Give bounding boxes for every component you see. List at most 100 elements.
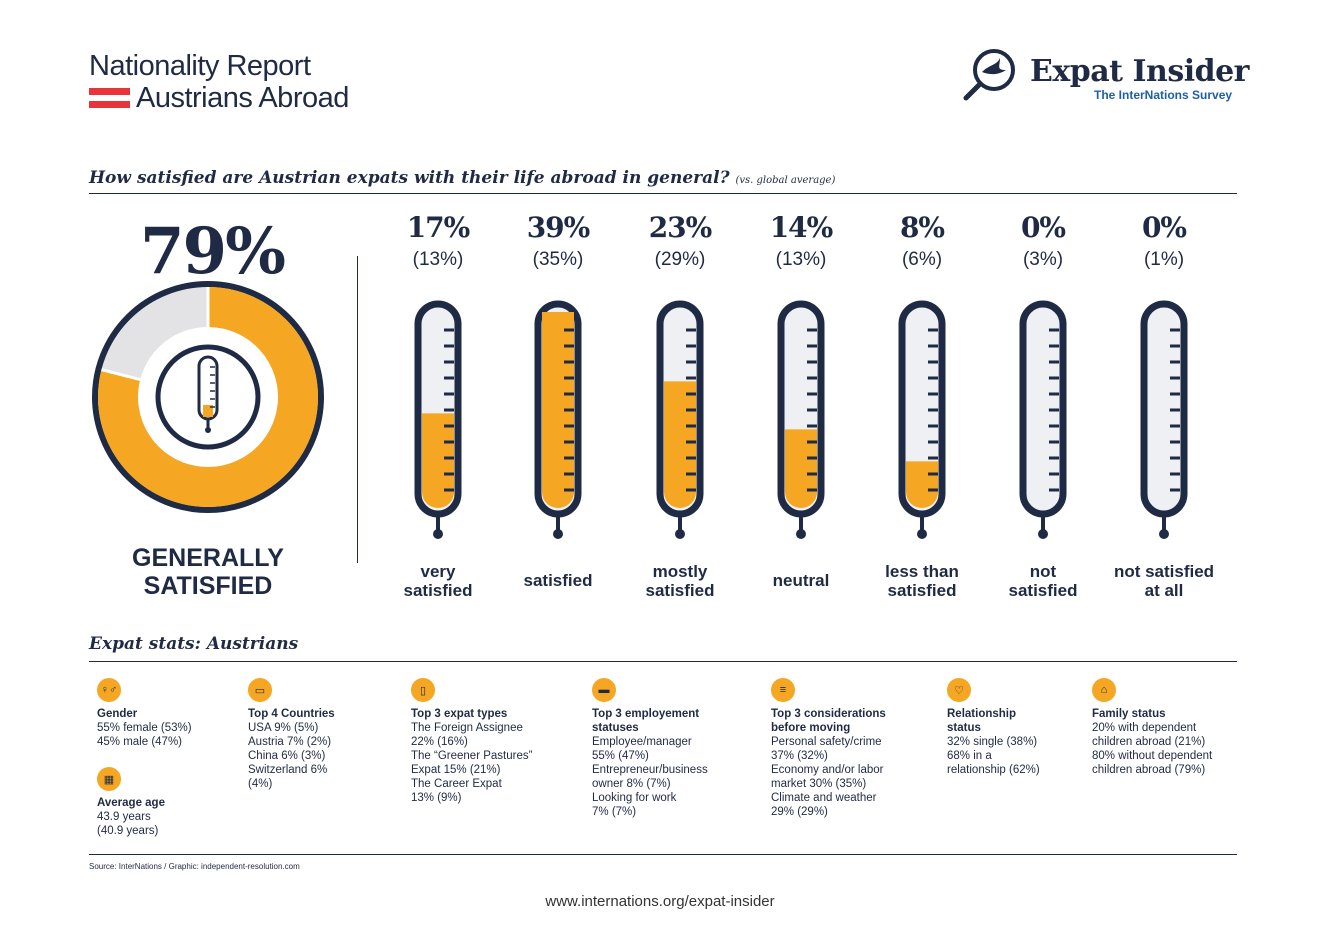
stat-value: 37% (32%)	[771, 750, 828, 762]
global-average-percentage: (29%)	[654, 249, 706, 270]
austria-flag-icon	[89, 88, 130, 108]
thermometer-bar	[898, 300, 946, 539]
global-average-percentage: (35%)	[532, 249, 584, 270]
stat-value: 68% in a	[947, 750, 992, 762]
satisfaction-category-label: satisfied	[523, 571, 593, 590]
thermometer-fill	[785, 429, 817, 508]
global-average-percentage: (13%)	[775, 249, 827, 270]
thermometer-icon	[197, 355, 219, 433]
stat-block: Relationship status 32% single (38%) 68% in…	[947, 707, 1040, 777]
thermometer-bulb	[796, 529, 806, 539]
satisfaction-percentage: 17%	[406, 211, 471, 244]
stat-value: Looking for work	[592, 792, 677, 804]
stat-heading: Relationship	[947, 708, 1017, 720]
logo-title: Expat Insider	[1030, 54, 1249, 89]
satisfaction-category-label: mostly satisfied	[645, 562, 715, 600]
stat-value: 7% (7%)	[592, 806, 637, 818]
stat-heading: Top 3 expat types	[411, 708, 508, 720]
thermometer-bulb	[1038, 529, 1048, 539]
thermometer-bulb	[553, 529, 563, 539]
satisfaction-percentage: 39%	[526, 211, 591, 244]
satisfaction-percentage: 14%	[769, 211, 834, 244]
stat-value: 32% single (38%)	[947, 736, 1038, 748]
overall-label-line1: GENERALLY	[132, 544, 284, 572]
stat-value: market 30% (35%)	[771, 778, 867, 790]
stat-value: Switzerland 6%	[248, 764, 328, 776]
list-icon: ≡	[771, 678, 795, 702]
divider	[89, 661, 1237, 662]
thermometer-fill	[422, 413, 454, 508]
global-average-percentage: (1%)	[1143, 249, 1185, 270]
stat-heading: before moving	[771, 722, 851, 734]
vertical-divider	[357, 256, 358, 563]
thermometer-bar	[777, 300, 825, 539]
report-title: Nationality Report	[89, 50, 311, 82]
stat-block: Average age 43.9 years (40.9 years)	[97, 796, 165, 838]
satisfaction-category-label: neutral	[772, 571, 830, 590]
stat-value: (4%)	[248, 778, 273, 790]
stat-value: Economy and/or labor	[771, 764, 884, 776]
stat-value: The Career Expat	[411, 778, 502, 790]
global-average-percentage: (13%)	[412, 249, 464, 270]
stat-value: owner 8% (7%)	[592, 778, 671, 790]
stat-value: China 6% (3%)	[248, 750, 326, 762]
stat-block: Top 3 expat types The Foreign Assignee 22%…	[411, 707, 532, 805]
satisfaction-percentage: 0%	[1020, 211, 1066, 244]
divider	[89, 193, 1237, 194]
thermometer-fill	[906, 461, 938, 508]
stat-value: Climate and weather	[771, 792, 877, 804]
global-average-percentage: (6%)	[901, 249, 943, 270]
thermometer-bar	[1019, 300, 1067, 539]
website-url: www.internations.org/expat-insider	[545, 893, 775, 910]
thermometer-bulb	[917, 529, 927, 539]
briefcase-icon: ▬	[592, 678, 616, 702]
satisfaction-percentage: 23%	[648, 211, 713, 244]
stat-value: children abroad (21%)	[1092, 736, 1206, 748]
stat-value: USA 9% (5%)	[248, 722, 319, 734]
question-text: How satisfied are Austrian expats with t…	[89, 168, 730, 188]
satisfaction-percentage: 8%	[899, 211, 945, 244]
stat-heading: Average age	[97, 797, 165, 809]
stat-value: relationship (62%)	[947, 764, 1040, 776]
stat-value: The Foreign Assignee	[411, 722, 523, 734]
satisfaction-category-label: not satisfied	[1008, 562, 1078, 600]
stat-value: 13% (9%)	[411, 792, 462, 804]
question-heading: How satisfied are Austrian expats with t…	[89, 168, 835, 188]
divider	[89, 854, 1237, 855]
donut-satisfied-arc	[98, 287, 318, 507]
overall-donut-chart	[92, 281, 324, 513]
satisfaction-category-label: very satisfied	[403, 562, 473, 600]
stat-heading: status	[947, 722, 981, 734]
overall-label: GENERALLY SATISFIED	[100, 544, 316, 600]
thermometer-bulb	[433, 529, 443, 539]
stat-value: 55% female (53%)	[97, 722, 192, 734]
overall-label-line2: SATISFIED	[143, 572, 273, 600]
map-icon: ▭	[248, 678, 272, 702]
satisfaction-percentage: 0%	[1141, 211, 1187, 244]
stat-block: Gender 55% female (53%) 45% male (47%)	[97, 707, 192, 749]
stat-value: 22% (16%)	[411, 736, 468, 748]
donut-separator	[101, 368, 141, 382]
stats-title: Expat stats: Austrians	[89, 634, 299, 654]
stat-heading: Top 3 considerations	[771, 708, 886, 720]
report-subtitle: Austrians Abroad	[136, 82, 349, 114]
satisfaction-category-label: not satisfied at all	[1113, 562, 1215, 600]
stat-value: 80% without dependent	[1092, 750, 1213, 762]
stat-value: Entrepreneur/business	[592, 764, 708, 776]
stat-value: (40.9 years)	[97, 825, 159, 837]
stat-value: 43.9 years	[97, 811, 151, 823]
thermometer-bulb	[1159, 529, 1169, 539]
stat-value: 29% (29%)	[771, 806, 828, 818]
stat-block: Family status 20% with dependent children …	[1092, 707, 1212, 777]
heart-icon: ♡	[947, 678, 971, 702]
global-average-percentage: (3%)	[1022, 249, 1064, 270]
stat-value: children abroad (79%)	[1092, 764, 1206, 776]
id-card-icon: ▯	[411, 678, 435, 702]
overall-percentage: 79%	[140, 214, 286, 289]
stat-heading: Top 4 Countries	[248, 708, 335, 720]
thermometer-bar	[534, 300, 582, 539]
thermometer-bar	[656, 300, 704, 539]
stat-value: 45% male (47%)	[97, 736, 183, 748]
stat-value: 55% (47%)	[592, 750, 649, 762]
stat-heading: Top 3 employement	[592, 708, 700, 720]
